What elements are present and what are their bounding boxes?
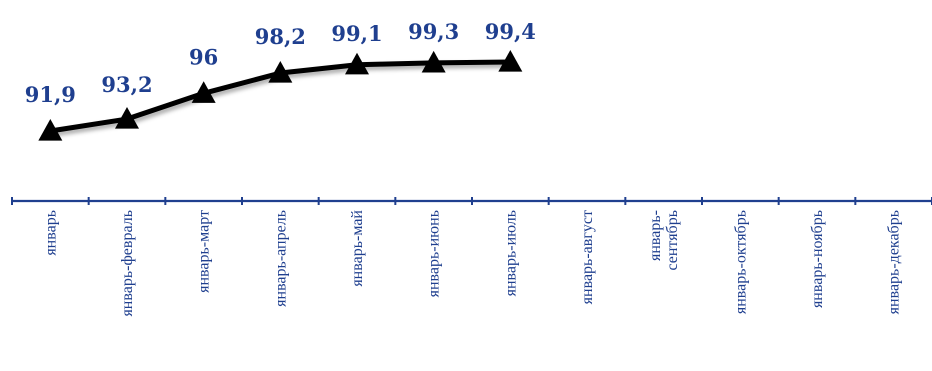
x-axis-category-label: январь-ноябрь	[809, 210, 826, 308]
data-label: 98,2	[255, 24, 306, 49]
triangle-marker	[421, 50, 446, 73]
x-axis-category-label: январь	[42, 210, 59, 256]
x-axis-category-labels: январь январь-февраль январь-март январь-ап…	[42, 210, 902, 317]
series-group	[38, 50, 523, 141]
data-labels: 91,9 93,2 96 98,2 99,1 99,3 99,4	[25, 19, 536, 107]
data-label: 99,1	[331, 21, 382, 46]
x-axis-ticks	[11, 197, 932, 205]
x-axis-category-label: январь-декабрь	[886, 210, 903, 314]
data-label: 99,4	[485, 19, 536, 44]
data-label: 91,9	[25, 82, 76, 107]
x-axis-category-label: январь-март	[196, 210, 213, 293]
x-axis-category-label: январь-февраль	[119, 210, 136, 317]
x-axis-category-label: январь-апрель	[272, 210, 289, 307]
triangle-marker	[498, 50, 523, 72]
triangle-marker	[191, 81, 216, 103]
data-label: 96	[189, 44, 218, 69]
triangle-marker	[38, 119, 63, 141]
x-axis-category-label: январь-август	[579, 210, 596, 304]
x-axis-category-label: январь-май	[349, 210, 366, 287]
data-label: 99,3	[408, 19, 459, 44]
x-axis-category-label: январь-июль	[502, 210, 519, 296]
triangle-marker	[268, 61, 293, 83]
x-axis-category-label: январь-октябрь	[732, 210, 749, 314]
triangle-marker	[115, 107, 139, 129]
triangle-marker	[345, 52, 369, 75]
x-axis-category-label: январь-сентябрь	[647, 210, 681, 271]
data-label: 93,2	[101, 72, 152, 97]
x-axis-category-label: январь-июнь	[426, 210, 443, 297]
